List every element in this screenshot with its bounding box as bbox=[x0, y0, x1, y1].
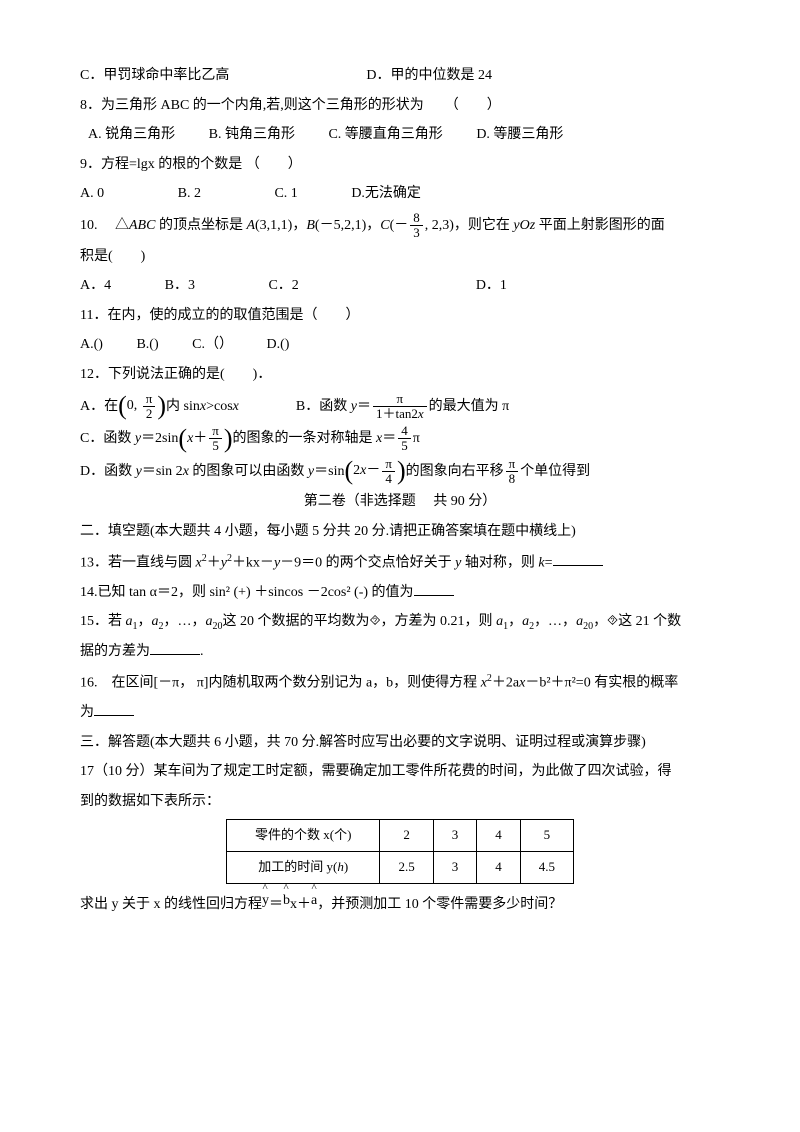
q9-optC: C. 1 bbox=[274, 186, 297, 201]
table-cell: 3 bbox=[433, 820, 477, 852]
section2-sub: 二．填空题(本大题共 4 小题，每小题 5 分共 20 分.请把正确答案填在题中… bbox=[80, 519, 720, 546]
q12-A-paren: (0, π2) bbox=[118, 392, 166, 422]
q12-B-frac: π1＋tan2x bbox=[371, 392, 429, 422]
section2-title: 第二卷（非选择题 共 90 分） bbox=[80, 489, 720, 516]
q10-frac: 83 bbox=[408, 211, 425, 241]
q16-l2: 为 bbox=[80, 700, 720, 727]
q7-opts: C．甲罚球命中率比乙高 D．甲的中位数是 24 bbox=[80, 63, 720, 90]
q14-blank bbox=[414, 581, 454, 596]
q11-optA: A.() bbox=[80, 337, 103, 352]
q12-C-paren: (x＋π5) bbox=[178, 424, 232, 454]
q10-optA: A．4 bbox=[80, 278, 111, 293]
q10-optD: D．1 bbox=[476, 278, 507, 293]
q16-blank bbox=[94, 701, 134, 716]
table-cell: 2 bbox=[380, 820, 433, 852]
q12-optC: C．函数 y＝2sin(x＋π5)的图象的一条对称轴是 x＝45π bbox=[80, 424, 720, 454]
section3-title: 三．解答题(本大题共 6 小题，共 70 分.解答时应写出必要的文字说明、证明过… bbox=[80, 730, 720, 757]
q11-optC: C.（） bbox=[192, 337, 233, 352]
q12-D-paren: (2x－π4) bbox=[344, 457, 405, 487]
table-header-y: 加工的时间 y(h) bbox=[227, 852, 380, 884]
q13-blank bbox=[553, 551, 603, 566]
q8-optC: C. 等腰直角三角形 bbox=[328, 127, 442, 142]
q7-optC: C．甲罚球命中率比乙高 bbox=[80, 68, 229, 83]
q15-l2: 据的方差为. bbox=[80, 639, 720, 666]
q10-opts: A．4 B．3 C．2 D．1 bbox=[80, 273, 720, 300]
table-row: 加工的时间 y(h) 2.5 3 4 4.5 bbox=[227, 852, 574, 884]
q8-optA: A. 锐角三角形 bbox=[88, 127, 175, 142]
q11-opts: A.() B.() C.（） D.() bbox=[80, 332, 720, 359]
table-cell: 3 bbox=[433, 852, 477, 884]
q17-l1: 17（10 分）某车间为了规定工时定额，需要确定加工零件所花费的时间，为此做了四… bbox=[80, 759, 720, 786]
q9-opts: A. 0 B. 2 C. 1 D.无法确定 bbox=[80, 181, 720, 208]
q8-optD: D. 等腰三角形 bbox=[476, 127, 563, 142]
q12-optAB: A．在(0, π2)内 sinx>cosx B．函数 y＝π1＋tan2x的最大… bbox=[80, 392, 720, 422]
q11-optD: D.() bbox=[266, 337, 289, 352]
q12-optD: D．函数 y＝sin 2x 的图象可以由函数 y＝sin(2x－π4)的图象向右… bbox=[80, 457, 720, 487]
table-cell: 4 bbox=[477, 820, 521, 852]
table-row: 零件的个数 x(个) 2 3 4 5 bbox=[227, 820, 574, 852]
q16-l1: 16. 在区间[－π， π]内随机取两个数分别记为 a，b，则使得方程 x2＋2… bbox=[80, 669, 720, 697]
table-cell: 2.5 bbox=[380, 852, 433, 884]
q15-l1: 15．若 a1，a2，…，a20这 20 个数据的平均数为⯑，方差为 0.21，… bbox=[80, 609, 720, 636]
q14: 14.已知 tan α＝2，则 sin² (+) ＋sincos －2cos² … bbox=[80, 580, 720, 607]
q8-stem: 8．为三角形 ABC 的一个内角,若,则这个三角形的形状为 （ ） bbox=[80, 93, 720, 120]
table-cell: 5 bbox=[520, 820, 573, 852]
q12-stem: 12．下列说法正确的是( )． bbox=[80, 362, 720, 389]
q11-optB: B.() bbox=[136, 337, 158, 352]
q17-l3: 求出 y 关于 x 的线性回归方程y＝bx＋a，并预测加工 10 个零件需要多少… bbox=[80, 888, 720, 919]
q11-stem: 11．在内，使的成立的的取值范围是（ ） bbox=[80, 303, 720, 330]
q12-C-frac2: 45 bbox=[396, 424, 413, 454]
q17-l2: 到的数据如下表所示： bbox=[80, 789, 720, 816]
q9-stem: 9．方程=lgx 的根的个数是 （ ） bbox=[80, 152, 720, 179]
q9-optA: A. 0 bbox=[80, 186, 104, 201]
q17-table: 零件的个数 x(个) 2 3 4 5 加工的时间 y(h) 2.5 3 4 4.… bbox=[226, 819, 574, 883]
table-cell: 4.5 bbox=[520, 852, 573, 884]
q10-stem2: 积是( ) bbox=[80, 244, 720, 271]
q8-optB: B. 钝角三角形 bbox=[209, 127, 295, 142]
q13: 13．若一直线与圆 x2＋y2＋kx－y－9＝0 的两个交点恰好关于 y 轴对称… bbox=[80, 549, 720, 577]
q15-blank bbox=[150, 640, 200, 655]
q9-optD: D.无法确定 bbox=[351, 186, 421, 201]
table-cell: 4 bbox=[477, 852, 521, 884]
q12-D-frac2: π8 bbox=[504, 457, 521, 487]
q7-optD: D．甲的中位数是 24 bbox=[366, 68, 492, 83]
q10-optC: C．2 bbox=[268, 278, 298, 293]
q8-opts: A. 锐角三角形 B. 钝角三角形 C. 等腰直角三角形 D. 等腰三角形 bbox=[80, 122, 720, 149]
table-header-x: 零件的个数 x(个) bbox=[227, 820, 380, 852]
q10-optB: B．3 bbox=[165, 278, 195, 293]
q9-optB: B. 2 bbox=[178, 186, 201, 201]
q10-stem: 10. △ABC 的顶点坐标是 A(3,1,1)，B(－5,2,1)，C(－83… bbox=[80, 211, 720, 241]
